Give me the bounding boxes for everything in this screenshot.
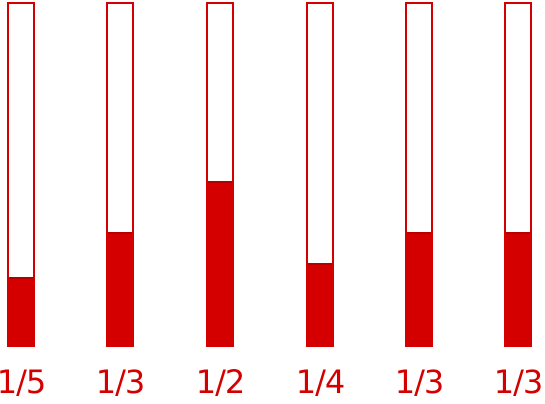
tube-item: 1/3 [478,0,545,404]
tube-item: 1/3 [379,0,459,404]
tube [7,2,35,347]
tube-fill [108,232,132,345]
tube [504,2,532,347]
tube [206,2,234,347]
tube-item: 1/2 [180,0,260,404]
tube-item: 1/3 [80,0,160,404]
fraction-label: 1/5 [0,363,46,401]
tube-fill [9,277,33,345]
tube-fill [506,232,530,345]
fraction-label: 1/4 [295,363,346,401]
tube [106,2,134,347]
tube [405,2,433,347]
fraction-label: 1/3 [493,363,544,401]
fraction-label: 1/3 [95,363,146,401]
tube-item: 1/4 [280,0,360,404]
tube-fill [407,232,431,345]
fraction-label: 1/3 [394,363,445,401]
tube-fill [208,181,232,345]
fraction-label: 1/2 [195,363,246,401]
tube-item: 1/5 [0,0,61,404]
tube-fill [308,263,332,345]
tube [306,2,334,347]
